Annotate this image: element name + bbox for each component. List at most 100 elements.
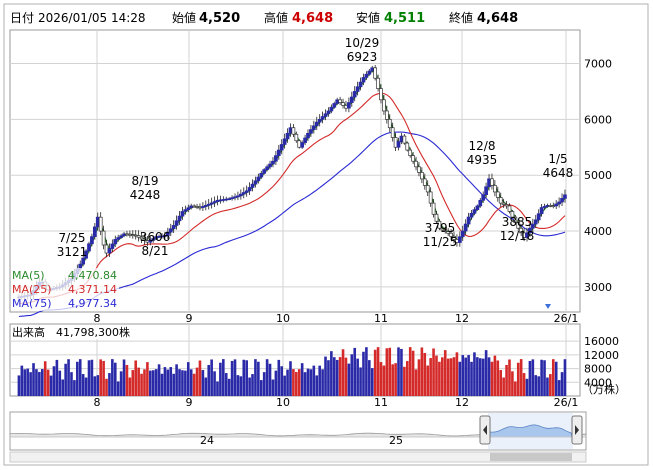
volume-bar <box>511 371 514 396</box>
volume-bar <box>17 375 21 396</box>
candle-body <box>87 243 91 252</box>
candle <box>87 241 91 253</box>
volume-bar <box>525 378 529 396</box>
volume-bar <box>411 350 415 396</box>
candle-body <box>528 227 532 234</box>
candle <box>533 214 538 228</box>
candle-body <box>460 230 465 238</box>
volume-bar <box>365 347 368 396</box>
candle <box>478 197 483 208</box>
annotation-price: 3121 <box>57 245 88 259</box>
candle-body <box>92 226 97 237</box>
volume-bar <box>493 355 497 396</box>
candle <box>434 211 439 224</box>
candle-body <box>244 190 249 193</box>
x-tick-label: 26/1 <box>554 312 579 325</box>
candle-body <box>271 160 275 165</box>
candle <box>379 84 383 104</box>
candle-body <box>530 223 535 229</box>
candle <box>180 206 185 220</box>
candle-body <box>417 166 421 173</box>
candle-body <box>198 206 202 209</box>
volume-bar <box>195 367 199 396</box>
candle-body <box>142 238 147 241</box>
candle <box>443 227 448 234</box>
candle-body <box>440 227 445 231</box>
candle <box>510 209 515 219</box>
volume-bar <box>464 357 467 396</box>
annotation-date: 11/25 <box>423 235 458 249</box>
volume-bar <box>207 364 211 396</box>
volume-bar <box>40 369 44 396</box>
volume-bar <box>551 359 555 396</box>
ma5-value: 4,470.84 <box>68 269 117 282</box>
candle-body <box>452 235 456 240</box>
volume-bar <box>184 370 187 396</box>
volume-bar <box>560 372 564 396</box>
navigator-label: 25 <box>389 434 403 447</box>
price-axis: 7000 6000 5000 4000 3000 <box>584 58 612 294</box>
volume-bar <box>283 375 286 396</box>
candle-body <box>329 106 334 112</box>
volume-bar <box>295 371 298 396</box>
volume-bar <box>26 368 29 396</box>
candle <box>311 120 316 134</box>
candle <box>338 96 342 105</box>
candle-body <box>402 135 407 144</box>
navigator-scrollbar-thumb[interactable] <box>490 453 572 461</box>
candle <box>563 189 567 203</box>
navigator-right-handle[interactable] <box>571 415 583 445</box>
candle <box>516 219 521 231</box>
candle <box>408 147 413 158</box>
candle <box>382 94 386 115</box>
volume-bar <box>543 360 546 396</box>
navigator-left-handle[interactable] <box>479 415 491 445</box>
annotation-date: 8/21 <box>142 244 169 258</box>
volume-bar <box>549 374 552 396</box>
candle <box>414 156 418 171</box>
volume-bar <box>452 357 456 396</box>
candle <box>463 219 468 235</box>
candle-body <box>519 227 524 234</box>
x-tick-label: 12 <box>455 312 469 325</box>
candle-body <box>314 121 319 127</box>
volume-bar <box>87 360 91 396</box>
volume-label: 出来高 <box>12 325 45 339</box>
candle <box>168 223 173 237</box>
volume-bar <box>382 365 386 396</box>
candle-body <box>265 166 269 170</box>
candle <box>98 212 103 236</box>
candle-body <box>443 229 448 232</box>
annotation-date: 8/19 <box>132 174 159 188</box>
volume-bar <box>38 371 41 396</box>
volume-bar <box>519 359 523 396</box>
candle <box>136 230 141 242</box>
candle <box>151 235 156 243</box>
candle-body <box>317 118 322 123</box>
candle <box>472 207 477 216</box>
volume-bar <box>540 359 543 396</box>
x-tick-label: 10 <box>276 312 290 325</box>
candle-body <box>475 205 480 210</box>
volume-bar <box>259 380 263 396</box>
candle <box>457 231 462 247</box>
candle <box>212 196 217 208</box>
annotation-price: 4648 <box>543 166 574 180</box>
volume-bar <box>102 360 105 396</box>
volume-bar <box>505 364 508 396</box>
candle <box>306 129 310 142</box>
range-navigator[interactable]: 24 25 <box>9 411 587 463</box>
candle-body <box>382 99 386 112</box>
candle <box>469 209 474 220</box>
volume-bar <box>128 377 132 396</box>
volume-bar <box>473 352 476 396</box>
candle <box>504 200 509 209</box>
candle <box>209 197 214 209</box>
candle-body <box>311 125 316 130</box>
navigator-scrollbar[interactable] <box>9 451 587 463</box>
candle-body <box>411 155 415 162</box>
candle-body <box>420 172 424 180</box>
ma-legend: MA(5) 4,470.84 MA(25) 4,371.14 MA(75) 4,… <box>11 268 119 311</box>
volume-bar <box>423 352 427 396</box>
volume-bar <box>192 373 196 396</box>
